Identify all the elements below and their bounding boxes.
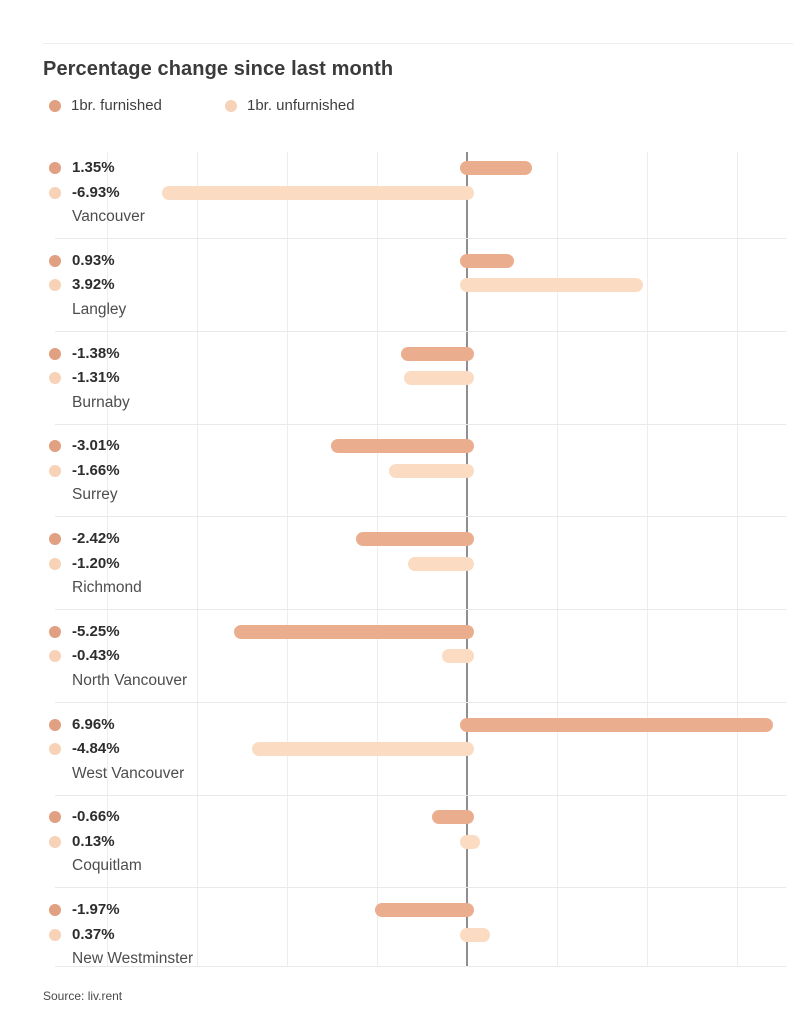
unfurnished-dot-icon-north-vancouver [49,650,61,663]
furnished-value-burnaby: -1.38% [72,344,120,362]
furnished-value-new-westminster: -1.97% [72,901,120,918]
unfurnished-value-west-vancouver: -4.84% [72,740,120,757]
furnished-dot-icon-new-westminster [49,904,61,916]
unfurnished-dot-icon-surrey [49,464,61,477]
group-separator [55,701,786,703]
vertical-gridline [107,152,108,966]
unfurnished-value-north-vancouver: -0.43% [72,647,120,665]
vertical-gridline [377,152,378,966]
page-title: Percentage change since last month [43,58,394,80]
unfurnished-value-langley: 3.92% [72,276,115,294]
city-label-north-vancouver: North Vancouver [72,671,188,689]
furnished-bar-vancouver [460,161,533,175]
unfurnished-value-burnaby: -1.31% [72,369,120,386]
unfurnished-value-new-westminster: 0.37% [72,925,115,943]
furnished-value-langley: 0.93% [72,251,115,269]
furnished-bar-surrey [330,439,474,454]
chart-bottom-line [55,966,786,967]
furnished-bar-west-vancouver [460,717,774,732]
unfurnished-bar-surrey [388,463,474,478]
unfurnished-legend-dot-icon [225,100,237,112]
vertical-gridline [647,152,648,966]
furnished-dot-icon-langley [49,254,61,267]
group-separator [55,887,786,889]
unfurnished-bar-vancouver [162,185,474,200]
unfurnished-bar-langley [460,278,643,293]
unfurnished-bar-new-westminster [460,927,490,942]
unfurnished-dot-icon-richmond [49,557,61,570]
city-label-west-vancouver: West Vancouver [72,764,185,782]
city-label-surrey: Surrey [72,486,118,504]
unfurnished-bar-richmond [408,556,474,571]
furnished-dot-icon-north-vancouver [49,625,61,638]
top-divider-line [43,43,793,44]
vertical-gridline [557,152,558,966]
group-separator [55,330,786,332]
unfurnished-value-richmond: -1.20% [72,554,120,572]
legend-label-furnished: 1br. furnished [71,97,162,114]
unfurnished-value-coquitlam: 0.13% [72,832,115,850]
city-label-vancouver: Vancouver [72,208,145,225]
unfurnished-dot-icon-coquitlam [49,835,61,848]
group-separator [55,238,786,239]
unfurnished-dot-icon-vancouver [49,186,61,199]
furnished-dot-icon-west-vancouver [49,718,61,731]
furnished-value-vancouver: 1.35% [72,159,115,176]
furnished-dot-icon-surrey [49,440,61,453]
group-separator [55,423,786,425]
unfurnished-bar-coquitlam [460,834,480,849]
unfurnished-dot-icon-west-vancouver [49,743,61,755]
group-separator [55,609,786,610]
furnished-bar-coquitlam [431,810,474,825]
furnished-value-surrey: -3.01% [72,437,120,455]
furnished-bar-richmond [355,532,474,546]
furnished-bar-north-vancouver [234,624,474,639]
city-label-richmond: Richmond [72,579,142,596]
furnished-dot-icon-coquitlam [49,811,61,824]
unfurnished-bar-north-vancouver [441,649,474,664]
furnished-bar-burnaby [400,346,474,361]
furnished-value-west-vancouver: 6.96% [72,715,115,733]
furnished-dot-icon-burnaby [49,347,61,360]
vertical-gridline [287,152,288,966]
furnished-value-richmond: -2.42% [72,530,120,547]
unfurnished-dot-icon-burnaby [49,372,61,384]
furnished-value-north-vancouver: -5.25% [72,622,120,640]
unfurnished-bar-west-vancouver [251,742,474,756]
furnished-bar-langley [460,253,514,268]
furnished-dot-icon-richmond [49,533,61,545]
group-separator [55,516,786,518]
city-label-coquitlam: Coquitlam [72,857,142,875]
city-label-langley: Langley [72,300,127,318]
vertical-gridline [197,152,198,966]
legend-label-unfurnished: 1br. unfurnished [247,97,355,114]
furnished-value-coquitlam: -0.66% [72,808,120,826]
unfurnished-bar-burnaby [403,371,474,385]
furnished-bar-new-westminster [375,903,474,917]
city-label-new-westminster: New Westminster [72,950,194,967]
unfurnished-dot-icon-langley [49,279,61,292]
vertical-gridline [737,152,738,966]
unfurnished-dot-icon-new-westminster [49,928,61,941]
source-attribution: Source: liv.rent [43,989,123,1003]
furnished-legend-dot-icon [49,100,61,112]
unfurnished-value-surrey: -1.66% [72,461,120,479]
furnished-dot-icon-vancouver [49,162,61,174]
city-label-burnaby: Burnaby [72,393,130,411]
unfurnished-value-vancouver: -6.93% [72,183,120,201]
group-separator [55,794,786,796]
